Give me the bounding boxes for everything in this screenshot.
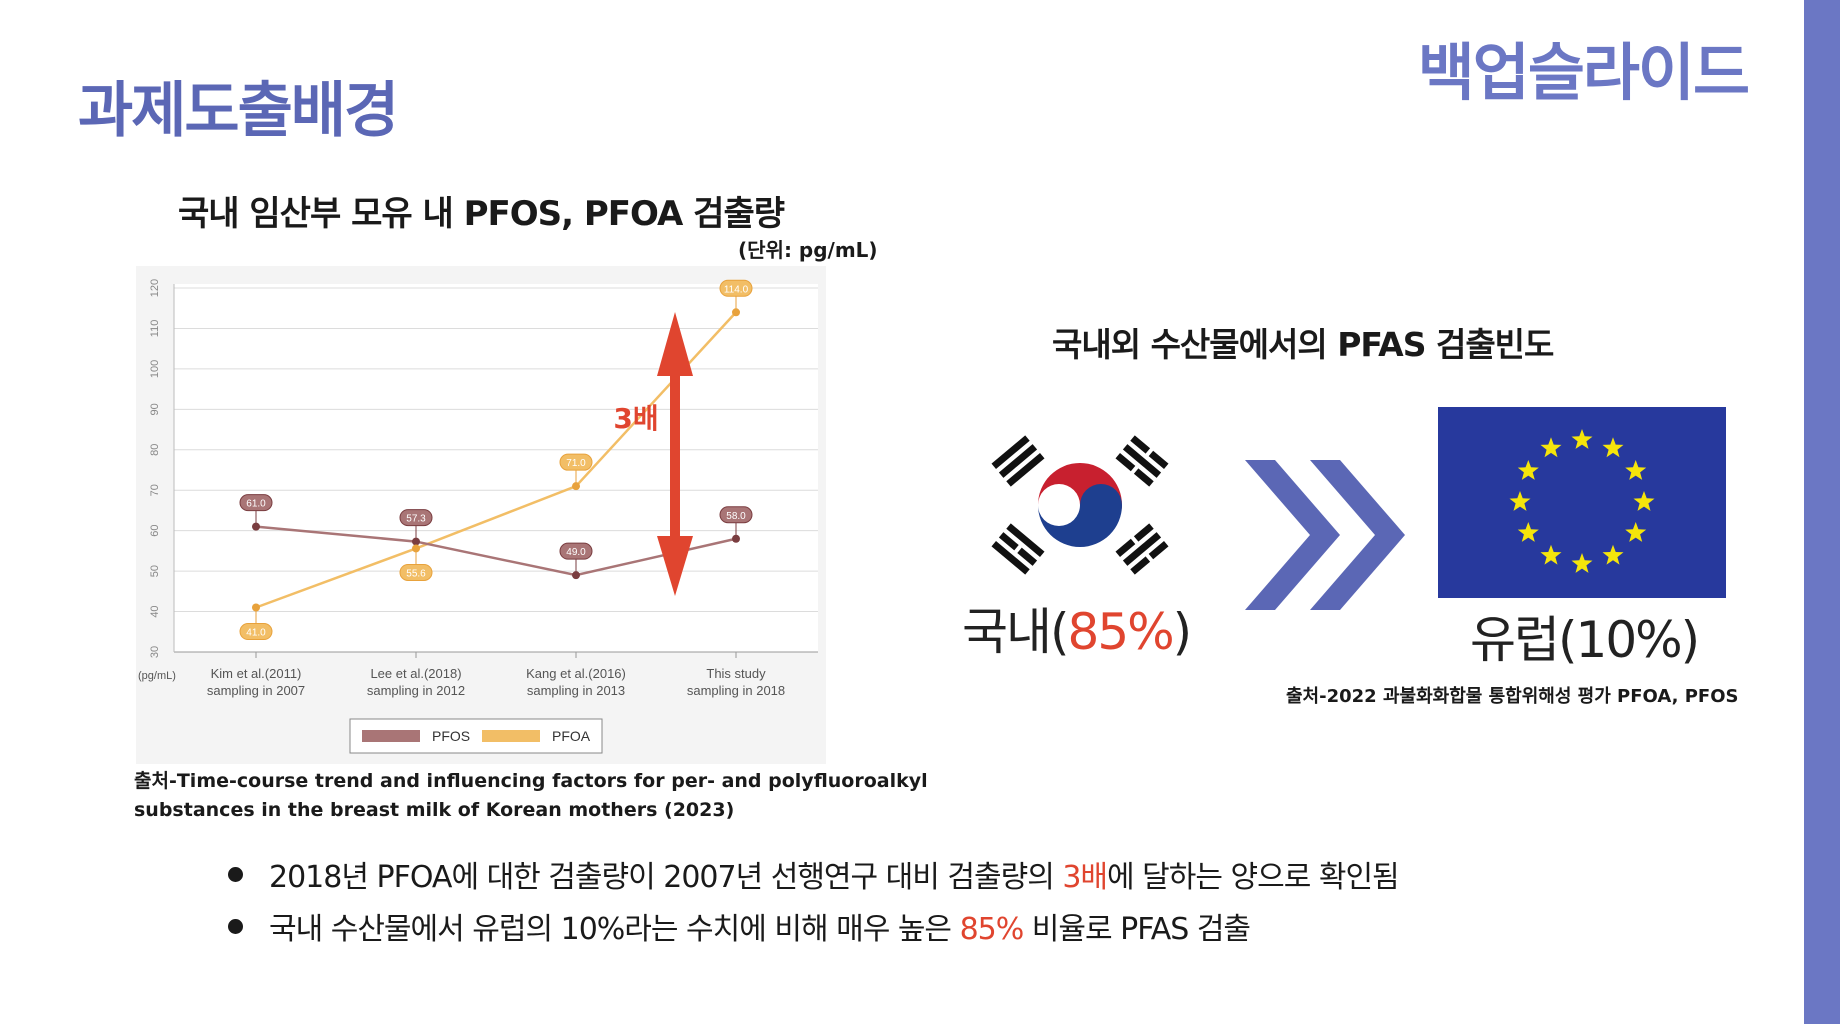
slide-title: 과제도출배경	[78, 76, 399, 146]
x-tick-label: sampling in 2012	[367, 683, 465, 698]
x-tick-label: sampling in 2013	[527, 683, 625, 698]
bullet-item: 2018년 PFOA에 대한 검출량이 2007년 선행연구 대비 검출량의 3…	[228, 848, 1400, 900]
line-chart-panel: 30 40 50 60 70 80 90 100 110 120 (pg/mL) Kim et al.…	[136, 266, 826, 764]
korean-flag-icon	[991, 435, 1169, 575]
data-label-box	[399, 509, 433, 527]
annotation-arrow-head-up	[657, 312, 693, 376]
plot-area	[174, 284, 818, 652]
data-label-box	[559, 453, 593, 471]
korea-label-prefix: 국내(	[962, 603, 1070, 661]
backup-slide-tag: 백업슬라이드	[1417, 36, 1750, 109]
series-line-pfos	[255, 525, 737, 577]
y-tick-label: 70	[149, 484, 161, 496]
data-label: 57.3	[406, 514, 426, 525]
data-label: 49.0	[566, 547, 586, 558]
eu-star-icon	[1625, 460, 1647, 480]
y-tick-label: 80	[149, 444, 161, 456]
chart-title: 국내 임산부 모유 내 PFOS, PFOA 검출량	[178, 194, 785, 234]
data-label: 58.0	[726, 511, 746, 522]
data-label-box	[399, 563, 433, 581]
bullet-item: 국내 수산물에서 유럽의 10%라는 수치에 비해 매우 높은 85% 비율로 …	[228, 900, 1399, 952]
y-unit-label: (pg/mL)	[138, 670, 176, 682]
europe-label: 유럽(10%)	[1470, 611, 1700, 669]
frequency-title: 국내외 수산물에서의 PFAS 검출빈도	[1052, 325, 1554, 364]
x-tick-label: Kim et al.(2011)	[211, 666, 302, 681]
data-point	[572, 482, 580, 491]
y-tick-label: 30	[149, 646, 161, 658]
chart-source: 출처-Time-course trend and influencing fac…	[134, 767, 928, 825]
annotation-label: 3배	[613, 402, 658, 435]
eu-star-icon	[1571, 429, 1593, 449]
y-tick-label: 110	[149, 320, 161, 338]
eu-star-icon	[1625, 522, 1647, 542]
bullet-dot	[228, 866, 243, 882]
data-label: 41.0	[246, 628, 266, 639]
frequency-source: 출처-2022 과불화화합물 통합위해성 평가 PFOA, PFOS	[1286, 686, 1739, 707]
y-tick-label: 40	[149, 605, 161, 617]
chart-source-line-2: substances in the breast milk of Korean …	[134, 799, 735, 821]
data-label: 114.0	[724, 284, 749, 295]
legend-label-pfoa: PFOA	[552, 728, 591, 744]
eu-star-icon	[1602, 437, 1624, 458]
y-tick-label: 50	[149, 565, 161, 577]
y-tick-label: 100	[149, 360, 161, 378]
annotation-arrow-head-down	[657, 536, 693, 596]
korea-percentage: 85%	[1067, 603, 1175, 661]
x-tick-label: Lee et al.(2018)	[370, 666, 461, 681]
bullet-list: 2018년 PFOA에 대한 검출량이 2007년 선행연구 대비 검출량의 3…	[228, 848, 1400, 952]
data-label-box	[239, 623, 273, 641]
chart-source-line-1: 출처-Time-course trend and influencing fac…	[134, 770, 928, 792]
x-tick-label: sampling in 2018	[687, 683, 785, 698]
eu-star-icon	[1633, 491, 1655, 511]
y-tick-label: 90	[149, 403, 161, 415]
x-tick-label: Kang et al.(2016)	[526, 666, 626, 681]
line-chart: 30 40 50 60 70 80 90 100 110 120 (pg/mL) Kim et al.…	[138, 279, 818, 754]
korea-label: 국내(85%)	[962, 592, 1192, 664]
eu-star-icon	[1571, 553, 1593, 573]
eu-star-icon	[1509, 491, 1531, 511]
data-label-box	[719, 279, 753, 297]
chevron-right-icon	[1310, 460, 1405, 610]
y-tick-label: 60	[149, 525, 161, 537]
data-label-box	[559, 542, 593, 560]
y-tick-label: 120	[149, 279, 161, 297]
chevron-right-icon	[1245, 460, 1340, 610]
eu-star-icon	[1540, 544, 1562, 565]
accent-sidebar	[1804, 0, 1840, 1024]
legend-label-pfos: PFOS	[432, 728, 470, 744]
legend-swatch-pfos	[362, 730, 420, 742]
chart-unit: (단위: pg/mL)	[738, 238, 878, 262]
double-arrow-icon	[1245, 460, 1405, 610]
annotation-arrow-shaft	[670, 346, 680, 566]
bullet-text: 2018년 PFOA에 대한 검출량이 2007년 선행연구 대비 검출량의 3…	[269, 860, 1400, 895]
legend-swatch-pfoa	[482, 730, 540, 742]
bullet-text: 국내 수산물에서 유럽의 10%라는 수치에 비해 매우 높은 85% 비율로 …	[269, 912, 1251, 947]
eu-star-icon	[1517, 522, 1539, 542]
bullet-dot	[228, 918, 243, 934]
eu-star-icon	[1517, 460, 1539, 480]
x-tick-label: sampling in 2007	[207, 683, 305, 698]
korea-label-suffix: )	[1172, 603, 1192, 661]
x-tick-label: This study	[706, 666, 766, 681]
eu-star-icon	[1602, 544, 1624, 565]
eu-star-icon	[1540, 437, 1562, 458]
series-line-pfoa	[255, 311, 737, 609]
data-label-box	[239, 494, 273, 512]
data-label: 61.0	[246, 499, 266, 510]
data-label: 55.6	[406, 568, 426, 579]
data-label: 71.0	[566, 458, 586, 469]
eu-flag-icon	[1438, 407, 1726, 598]
data-label-box	[719, 506, 753, 524]
